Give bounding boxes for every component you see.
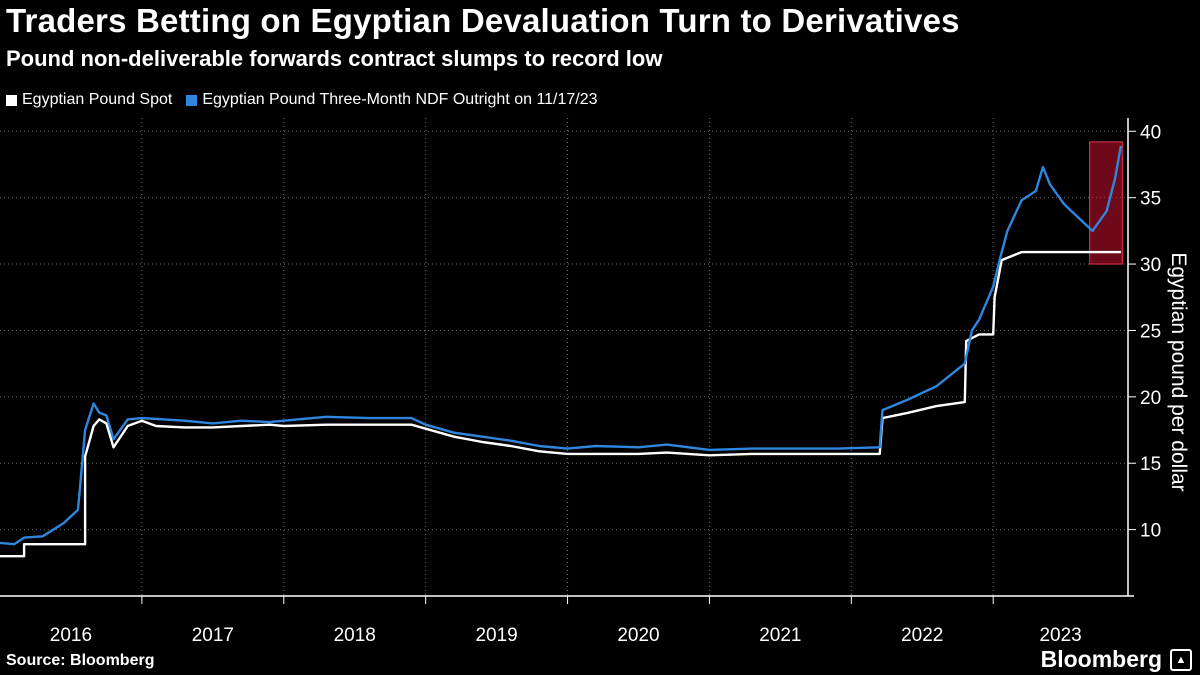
- x-tick-label: 2020: [617, 625, 659, 646]
- legend-item-ndf: Egyptian Pound Three-Month NDF Outright …: [186, 91, 598, 109]
- y-tick-label: 15: [1140, 454, 1161, 475]
- brand-name: Bloomberg: [1040, 646, 1162, 672]
- brand-logo: Bloomberg ▲: [1041, 646, 1192, 673]
- legend: Egyptian Pound Spot Egyptian Pound Three…: [6, 91, 598, 109]
- spot-series-line: [0, 250, 1121, 558]
- y-tick-label: 10: [1140, 521, 1161, 542]
- y-tick-label: 25: [1140, 321, 1161, 342]
- x-tick-label: 2023: [1039, 625, 1081, 646]
- axes: 2016 2017 2018 2019 2020 2021 2022 2023 10 15 20 25…: [0, 118, 1161, 646]
- x-tick-label: 2017: [192, 625, 234, 646]
- series-layer: [0, 145, 1123, 558]
- y-axis-label: Egyptian pound per dollar: [1167, 252, 1190, 491]
- bloomberg-icon: ▲: [1170, 648, 1192, 671]
- legend-swatch-spot: [6, 94, 17, 106]
- x-tick-label: 2021: [759, 625, 801, 646]
- y-tick-label: 30: [1140, 255, 1161, 276]
- x-tick-label: 2016: [50, 625, 92, 646]
- x-tick-label: 2022: [901, 625, 943, 646]
- legend-label-spot: Egyptian Pound Spot: [22, 91, 173, 108]
- y-tick-label: 40: [1140, 122, 1161, 143]
- y-tick-label: 35: [1140, 189, 1161, 210]
- grid: [0, 118, 1128, 596]
- y-tick-label: 20: [1140, 388, 1161, 409]
- source-note: Source: Bloomberg: [6, 652, 155, 669]
- legend-swatch-ndf: [186, 94, 198, 106]
- x-tick-label: 2019: [475, 625, 517, 646]
- legend-item-spot: Egyptian Pound Spot: [6, 91, 172, 109]
- chart-title: Traders Betting on Egyptian Devaluation …: [6, 2, 960, 39]
- legend-label-ndf: Egyptian Pound Three-Month NDF Outright …: [202, 91, 598, 108]
- chart-subtitle: Pound non-deliverable forwards contract …: [6, 46, 663, 71]
- x-tick-label: 2018: [334, 625, 376, 646]
- ndf-series-line: [0, 145, 1123, 546]
